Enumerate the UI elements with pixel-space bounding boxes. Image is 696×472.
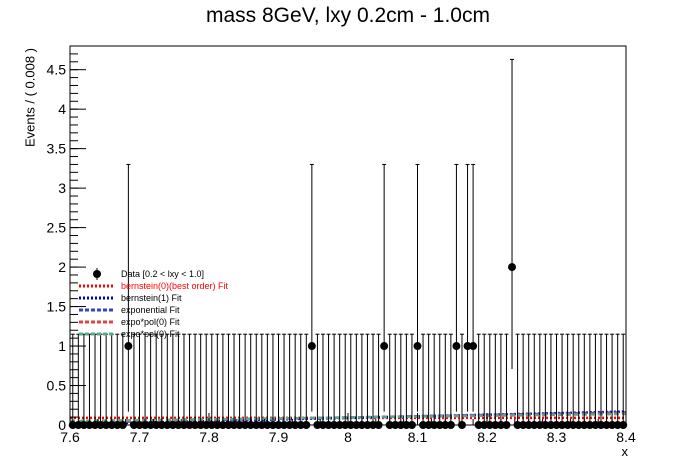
legend-label-fit: expo*pol(0) Fit <box>121 329 180 339</box>
y-tick-label: 3 <box>58 180 66 196</box>
x-axis-ticks: 7.6 7.7 7.8 7.9 8 8.1 8.2 8.3 8.4 <box>60 413 636 445</box>
x-tick-label: 7.6 <box>60 429 80 445</box>
fit-line-4 <box>69 412 627 423</box>
legend-line-icon <box>79 308 115 312</box>
x-tick-label: 8.2 <box>477 429 497 445</box>
legend-label-data: Data [0.2 < lxy < 1.0] <box>121 269 205 279</box>
data-point <box>380 342 389 351</box>
legend-label-fit: bernstein(1) Fit <box>121 293 182 303</box>
legend-line-icon <box>79 284 115 288</box>
y-tick-label: 2 <box>58 259 66 275</box>
y-tick-label: 0 <box>58 417 66 433</box>
y-tick-label: 3.5 <box>47 141 67 157</box>
y-tick-label: 4.5 <box>47 62 67 78</box>
x-tick-label: 8.4 <box>616 429 636 445</box>
legend-label-fit: bernstein(0)(best order) Fit <box>121 281 229 291</box>
y-axis-label: Events / ( 0.008 ) <box>22 48 38 147</box>
legend-line-icon <box>79 296 115 300</box>
data-point <box>463 342 472 351</box>
x-tick-label: 7.9 <box>269 429 289 445</box>
legend-entry-fit: exponential Fit <box>77 304 237 316</box>
legend-entry-fit: bernstein(1) Fit <box>77 292 237 304</box>
error-bars <box>70 58 626 425</box>
legend-label-fit: expo*pol(0) Fit <box>121 317 180 327</box>
x-tick-label: 7.8 <box>199 429 219 445</box>
y-tick-label: 0.5 <box>47 378 67 394</box>
y-tick-label: 1.5 <box>47 299 67 315</box>
y-tick-label: 2.5 <box>47 220 67 236</box>
x-tick-label: 8 <box>344 429 352 445</box>
legend-line-icon <box>79 320 115 324</box>
chart-title: mass 8GeV, lxy 0.2cm - 1.0cm <box>206 4 490 27</box>
data-point <box>508 263 517 272</box>
data-point <box>413 342 422 351</box>
legend-entry-data: Data [0.2 < lxy < 1.0] <box>77 268 237 280</box>
data-point <box>124 342 133 351</box>
legend-entry-fit: bernstein(0)(best order) Fit <box>77 280 237 292</box>
legend-marker-icon <box>93 268 101 280</box>
x-tick-label: 7.7 <box>130 429 150 445</box>
data-point <box>469 342 478 351</box>
y-tick-label: 4 <box>58 101 66 117</box>
x-tick-label: 8.1 <box>408 429 428 445</box>
legend: Data [0.2 < lxy < 1.0] bernstein(0)(best… <box>77 268 237 340</box>
plot-frame <box>69 45 627 426</box>
legend-entry-fit: expo*pol(0) Fit <box>77 328 237 340</box>
legend-label-fit: exponential Fit <box>121 305 180 315</box>
data-point <box>452 342 461 351</box>
legend-entry-fit: expo*pol(0) Fit <box>77 316 237 328</box>
y-tick-label: 1 <box>58 338 66 354</box>
data-point <box>307 342 316 351</box>
x-axis-label: x <box>621 444 629 459</box>
legend-line-icon <box>79 332 115 336</box>
y-axis-ticks: 0 0.5 1 1.5 2 2.5 3 3.5 4 4.5 <box>47 45 86 433</box>
x-tick-label: 8.3 <box>547 429 567 445</box>
